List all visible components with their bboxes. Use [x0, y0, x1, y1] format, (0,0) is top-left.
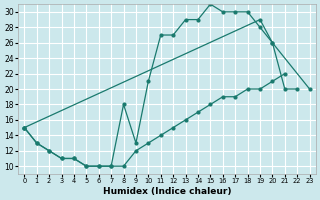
X-axis label: Humidex (Indice chaleur): Humidex (Indice chaleur) — [103, 187, 231, 196]
